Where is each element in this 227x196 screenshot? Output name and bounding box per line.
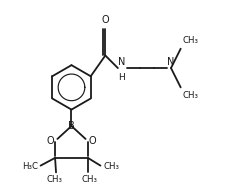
Text: CH₃: CH₃ <box>103 162 119 171</box>
Text: CH₃: CH₃ <box>46 175 62 184</box>
Text: CH₃: CH₃ <box>182 91 198 100</box>
Text: O: O <box>46 135 54 145</box>
Text: CH₃: CH₃ <box>81 175 97 184</box>
Text: O: O <box>101 15 109 25</box>
Text: O: O <box>89 135 96 145</box>
Text: N: N <box>167 57 174 67</box>
Text: H₃C: H₃C <box>22 162 37 171</box>
Text: B: B <box>68 121 74 131</box>
Text: H: H <box>118 74 125 83</box>
Text: N: N <box>118 56 125 66</box>
Text: CH₃: CH₃ <box>182 36 198 45</box>
